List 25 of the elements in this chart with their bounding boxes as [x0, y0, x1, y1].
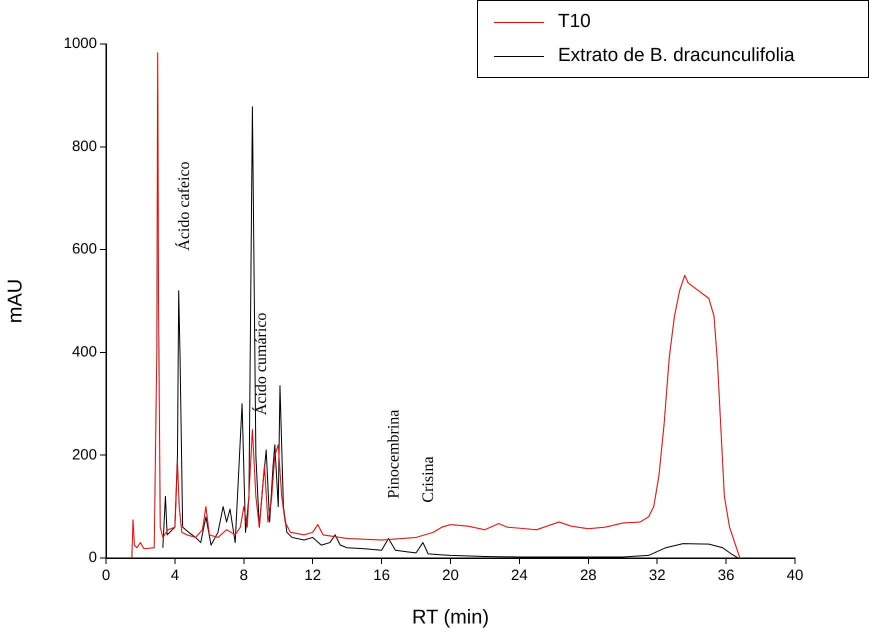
annotation: Pinocembrina	[386, 410, 403, 498]
x-tick-label: 40	[786, 567, 804, 584]
annotation: Ácido cafeico	[174, 161, 193, 251]
y-tick-label: 600	[72, 240, 97, 258]
x-tick-label: 0	[102, 567, 110, 584]
x-tick-label: 8	[240, 567, 248, 584]
x-tick-label: 36	[718, 567, 734, 584]
y-tick-label: 0	[88, 549, 97, 566]
x-tick-label: 24	[511, 567, 528, 584]
y-tick-label: 200	[72, 446, 97, 464]
x-tick-label: 16	[373, 567, 390, 584]
legend-label: Extrato de B. dracunculifolia	[558, 45, 795, 67]
y-tick-label: 400	[72, 344, 97, 361]
x-tick-label: 32	[648, 567, 666, 584]
y-axis-title: mAU	[4, 278, 27, 324]
x-tick-label: 20	[442, 567, 459, 584]
annotation: Ácido cumárico	[252, 312, 270, 416]
x-axis-title: RT (min)	[412, 606, 490, 629]
x-tick-label: 12	[304, 567, 322, 584]
x-tick-label: 28	[580, 567, 597, 584]
x-tick-label: 4	[170, 567, 180, 584]
y-tick-label: 800	[72, 138, 97, 155]
annotation: Crisina	[420, 456, 438, 503]
legend-label: T10	[558, 11, 591, 33]
y-tick-label: 1000	[64, 35, 97, 52]
